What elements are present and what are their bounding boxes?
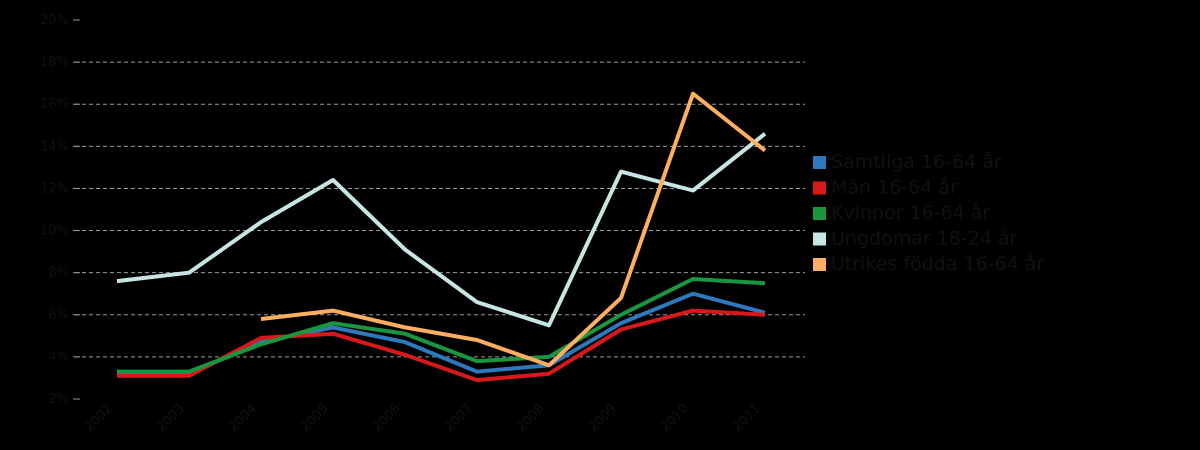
y-tick-label: 14% — [40, 139, 69, 154]
legend-swatch — [813, 181, 826, 195]
y-tick-label: 20% — [40, 13, 69, 28]
gridlines — [75, 61, 805, 358]
legend-label: Män 16-64 år — [831, 176, 958, 199]
series-line-utrikes-f-dda-16-64-r — [260, 91, 767, 368]
y-tick-label: 8% — [48, 266, 69, 281]
y-tick-label: 4% — [48, 350, 69, 365]
legend-label: Utrikes födda 16-64 år — [831, 252, 1044, 275]
series-lines — [116, 91, 767, 383]
legend-swatch — [813, 156, 826, 169]
legend-label: Kvinnor 16-64 år — [831, 201, 990, 224]
y-tick-label: 12% — [40, 181, 69, 196]
y-axis: 2% 4% 6% 8% 10% 12% 14% 16% 18% 20% — [40, 13, 80, 407]
legend-label: Samtliga 16-64 år — [831, 150, 1002, 173]
legend-label: Ungdomar 18-24 år — [831, 227, 1018, 250]
legend-swatch — [813, 258, 826, 271]
y-tick-label: 16% — [40, 97, 69, 112]
y-tick-label: 10% — [40, 224, 69, 239]
y-tick-label: 6% — [48, 308, 69, 323]
y-tick-label: 2% — [48, 392, 69, 407]
legend-swatch — [813, 232, 826, 246]
series-line-ungdomar-18-24-r — [116, 132, 767, 328]
series-line-kvinnor-16-64-r — [117, 277, 766, 374]
legend-swatch — [813, 207, 826, 220]
y-tick-label: 18% — [40, 55, 69, 70]
